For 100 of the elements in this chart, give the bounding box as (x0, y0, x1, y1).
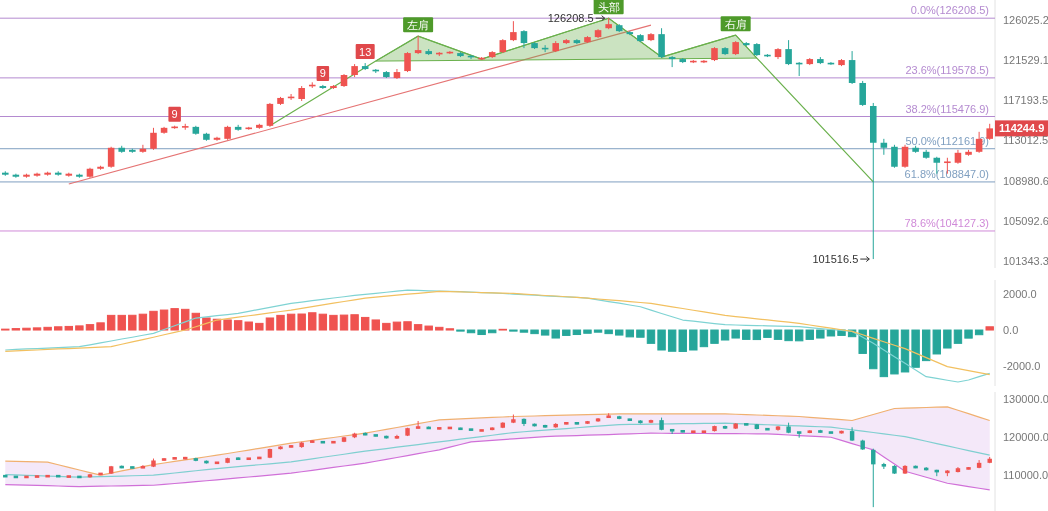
bar (392, 321, 402, 331)
bar (540, 329, 550, 336)
bar (43, 326, 52, 331)
bar (149, 310, 158, 331)
bar (75, 325, 84, 331)
bar (900, 329, 910, 373)
bar (964, 329, 973, 339)
bar (530, 329, 539, 335)
bar (297, 313, 306, 331)
candlestick (510, 20, 517, 42)
bar (985, 326, 994, 331)
annotation: 头部 (597, 0, 620, 13)
candlestick (33, 172, 41, 178)
candlestick (891, 144, 898, 169)
line-series (4, 406, 991, 476)
annotation: 9 (171, 108, 178, 121)
candlestick (107, 146, 115, 169)
candlestick (848, 50, 856, 85)
candlestick (213, 136, 221, 142)
line-series (4, 422, 991, 478)
ref-line-label: 78.6%(104127.3) (904, 216, 989, 229)
bar (106, 314, 116, 331)
y-tick-label: 0.0 (1003, 324, 1019, 337)
y-tick-label: -2000.0 (1003, 360, 1041, 373)
bar (159, 309, 169, 331)
y-tick-label: 110000.0 (1003, 468, 1048, 481)
bar (763, 329, 772, 338)
bar (339, 314, 349, 331)
bar (96, 322, 105, 331)
annotation: 右肩 (724, 17, 747, 30)
bar (128, 314, 137, 331)
bar (466, 329, 476, 334)
bar (710, 329, 719, 344)
candlestick (12, 173, 20, 179)
bar (943, 329, 952, 349)
bar (879, 329, 889, 378)
candlestick (658, 27, 665, 59)
bar (583, 329, 592, 334)
bar (413, 324, 423, 331)
annotation: 13 (359, 45, 372, 58)
bar (424, 325, 433, 331)
y-tick-label: 105092.6 (1003, 214, 1048, 227)
annotation: 101516.5 (812, 253, 859, 266)
bar (572, 329, 582, 336)
bar (689, 329, 698, 351)
y-tick-label: 113012.5 (1003, 134, 1048, 147)
candlestick (414, 35, 422, 55)
bar (731, 329, 740, 339)
bar (138, 313, 148, 331)
bar (276, 314, 285, 331)
bar (382, 322, 391, 331)
bar (477, 329, 486, 336)
candlestick (415, 420, 421, 430)
annotation: 126208.5 (547, 12, 594, 25)
candlestick (266, 102, 274, 128)
candlestick (139, 144, 147, 154)
bar (869, 329, 878, 370)
bar (911, 329, 920, 368)
bar (488, 329, 497, 334)
y-tick-label: 121529.1 (1003, 53, 1048, 66)
bar (773, 329, 783, 340)
bar (286, 313, 296, 331)
bar (646, 329, 656, 344)
bar (551, 329, 560, 339)
bar (435, 326, 444, 331)
bar (699, 329, 709, 348)
bar (403, 321, 412, 331)
bar (636, 329, 645, 338)
ref-line-label: 23.6%(119578.5) (905, 63, 989, 76)
ref-line-label: 0.0%(126208.5) (910, 4, 989, 17)
text: 114244.9 (999, 122, 1045, 135)
candlestick (880, 138, 888, 156)
y-tick-label: 126025.2 (1003, 13, 1048, 26)
bar (974, 329, 984, 336)
candlestick (785, 39, 792, 66)
y-tick-label: 108980.6 (1003, 174, 1048, 187)
bar (604, 329, 613, 335)
bar (350, 314, 359, 331)
bar (32, 327, 42, 331)
bar (265, 317, 275, 331)
annotation: 左肩 (407, 18, 430, 31)
y-tick-label: 117193.5 (1003, 94, 1048, 107)
bar (519, 329, 529, 333)
bar (890, 329, 899, 375)
candlestick (859, 80, 866, 107)
bar (826, 329, 836, 337)
bar (657, 329, 666, 351)
bar (720, 329, 730, 341)
bar (255, 322, 264, 331)
annotation: 9 (319, 67, 326, 80)
bar (170, 308, 179, 331)
y-tick-label: 120000.0 (1003, 430, 1048, 443)
ref-line-label: 38.2%(115476.9) (905, 102, 989, 115)
bar (223, 319, 232, 331)
bar (117, 314, 126, 331)
ref-line-label: 61.8%(108847.0) (904, 167, 989, 180)
candlestick (150, 127, 157, 151)
candlestick (404, 51, 411, 73)
bar (593, 329, 603, 333)
bar (784, 329, 793, 342)
